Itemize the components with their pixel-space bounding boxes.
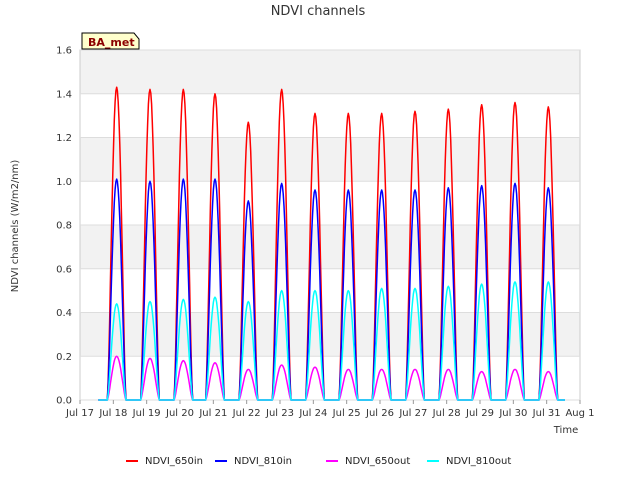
site-badge: BA_met (81, 32, 140, 50)
x-tick-label: Jul 30 (498, 408, 527, 419)
plot-band (80, 225, 580, 269)
legend-label: NDVI_810in (234, 456, 292, 467)
y-tick-label: 0.8 (56, 221, 72, 232)
x-tick-label: Jul 18 (98, 408, 127, 419)
x-tick-label: Jul 23 (265, 408, 294, 419)
x-axis: Jul 17 Jul 18 Jul 19 Jul 20 Jul 21 Jul 22 Jul … (65, 400, 595, 419)
y-axis-title: NDVI channels (W/m2/nm) (10, 160, 21, 293)
y-tick-label: 1.4 (56, 89, 72, 100)
legend-label: NDVI_810out (446, 456, 511, 467)
y-tick-label: 1.2 (56, 133, 72, 144)
plot-bands (80, 50, 580, 357)
x-tick-label: Jul 27 (398, 408, 427, 419)
plot-band (80, 137, 580, 182)
plot-band (80, 312, 580, 357)
x-tick-label: Jul 24 (298, 408, 327, 419)
legend-label: NDVI_650out (345, 456, 410, 467)
chart-title: NDVI channels (271, 4, 366, 19)
y-tick-label: 0.0 (56, 396, 72, 407)
x-tick-label: Jul 22 (232, 408, 261, 419)
x-tick-label: Jul 20 (165, 408, 194, 419)
legend: NDVI_650in NDVI_810in NDVI_650out NDVI_810o… (126, 456, 511, 467)
x-tick-label: Jul 19 (132, 408, 161, 419)
series-layer (98, 86, 565, 401)
x-tick-label: Jul 21 (198, 408, 227, 419)
y-axis: 0.0 0.2 0.4 0.6 0.8 1.0 1.2 1.4 1.6 (56, 46, 72, 407)
x-tick-label: Jul 26 (365, 408, 394, 419)
x-tick-label: Jul 17 (65, 408, 94, 419)
legend-label: NDVI_650in (145, 456, 203, 467)
y-tick-label: 0.4 (56, 308, 72, 319)
y-tick-label: 1.6 (56, 46, 72, 57)
legend-item: NDVI_810in (215, 456, 292, 467)
y-tick-label: 0.2 (56, 352, 72, 363)
x-tick-label: Aug 1 (565, 408, 594, 419)
series-line-ndvi_650out (98, 355, 565, 401)
x-tick-label: Jul 29 (465, 408, 494, 419)
x-tick-label: Jul 28 (432, 408, 461, 419)
legend-item: NDVI_650out (326, 456, 410, 467)
series-line-ndvi_810in (98, 178, 565, 401)
legend-item: NDVI_810out (427, 456, 511, 467)
x-tick-label: Jul 25 (332, 408, 361, 419)
series-line-ndvi_810out (98, 281, 565, 401)
x-axis-title: Time (553, 425, 578, 436)
site-badge-label: BA_met (88, 36, 135, 49)
plot-band (80, 50, 580, 94)
y-tick-label: 1.0 (56, 177, 72, 188)
legend-item: NDVI_650in (126, 456, 203, 467)
y-tick-label: 0.6 (56, 264, 72, 275)
x-tick-label: Jul 31 (532, 408, 561, 419)
